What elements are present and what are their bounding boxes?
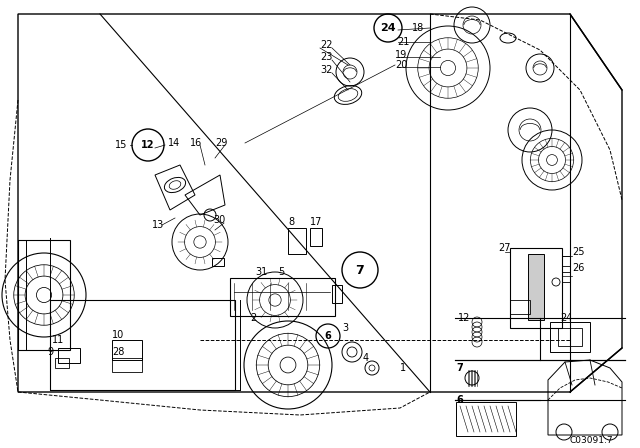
Text: 20: 20 xyxy=(395,60,408,70)
Text: 24: 24 xyxy=(560,313,572,323)
Bar xyxy=(550,322,590,352)
Text: 19: 19 xyxy=(395,50,407,60)
Text: 5: 5 xyxy=(278,267,284,277)
Bar xyxy=(50,300,235,390)
Bar xyxy=(510,248,562,328)
Text: 27: 27 xyxy=(498,243,511,253)
Text: 7: 7 xyxy=(456,363,463,373)
Bar xyxy=(510,300,530,314)
Text: 21: 21 xyxy=(397,37,410,47)
Text: 9: 9 xyxy=(47,347,53,357)
Text: 6: 6 xyxy=(324,331,332,341)
Bar xyxy=(332,285,342,303)
Bar xyxy=(558,328,582,346)
Bar xyxy=(230,278,335,316)
Text: 6: 6 xyxy=(456,395,463,405)
Bar xyxy=(18,240,26,350)
Text: 13: 13 xyxy=(152,220,164,230)
Text: 18: 18 xyxy=(412,23,424,33)
Bar xyxy=(288,228,306,254)
Text: 1: 1 xyxy=(400,363,406,373)
Text: 2: 2 xyxy=(250,313,256,323)
Bar xyxy=(528,254,544,320)
Text: 22: 22 xyxy=(320,40,333,50)
Text: 4: 4 xyxy=(363,353,369,363)
Text: 23: 23 xyxy=(320,52,332,62)
Text: 29: 29 xyxy=(215,138,227,148)
Text: 28: 28 xyxy=(112,347,124,357)
Text: 10: 10 xyxy=(112,330,124,340)
Bar xyxy=(18,240,70,350)
Bar xyxy=(112,358,142,372)
Bar xyxy=(562,256,570,266)
Bar xyxy=(212,258,224,266)
Text: 25: 25 xyxy=(572,247,584,257)
Bar xyxy=(310,228,322,246)
Text: 8: 8 xyxy=(288,217,294,227)
Bar xyxy=(456,402,516,436)
Text: C03091:7: C03091:7 xyxy=(570,435,614,444)
Text: 12: 12 xyxy=(458,313,470,323)
Bar xyxy=(58,348,80,363)
Text: 30: 30 xyxy=(213,215,225,225)
Text: 15: 15 xyxy=(115,140,127,150)
Text: 31: 31 xyxy=(255,267,268,277)
Text: 17: 17 xyxy=(310,217,323,227)
Text: 14: 14 xyxy=(168,138,180,148)
Bar xyxy=(562,272,570,282)
Text: 12: 12 xyxy=(141,140,155,150)
Text: 16: 16 xyxy=(190,138,202,148)
Text: 32: 32 xyxy=(320,65,332,75)
Text: 7: 7 xyxy=(356,263,364,276)
Text: 24: 24 xyxy=(380,23,396,33)
Bar xyxy=(55,358,69,368)
Text: 11: 11 xyxy=(52,335,64,345)
Text: 3: 3 xyxy=(342,323,348,333)
Bar xyxy=(112,340,142,360)
Text: 26: 26 xyxy=(572,263,584,273)
